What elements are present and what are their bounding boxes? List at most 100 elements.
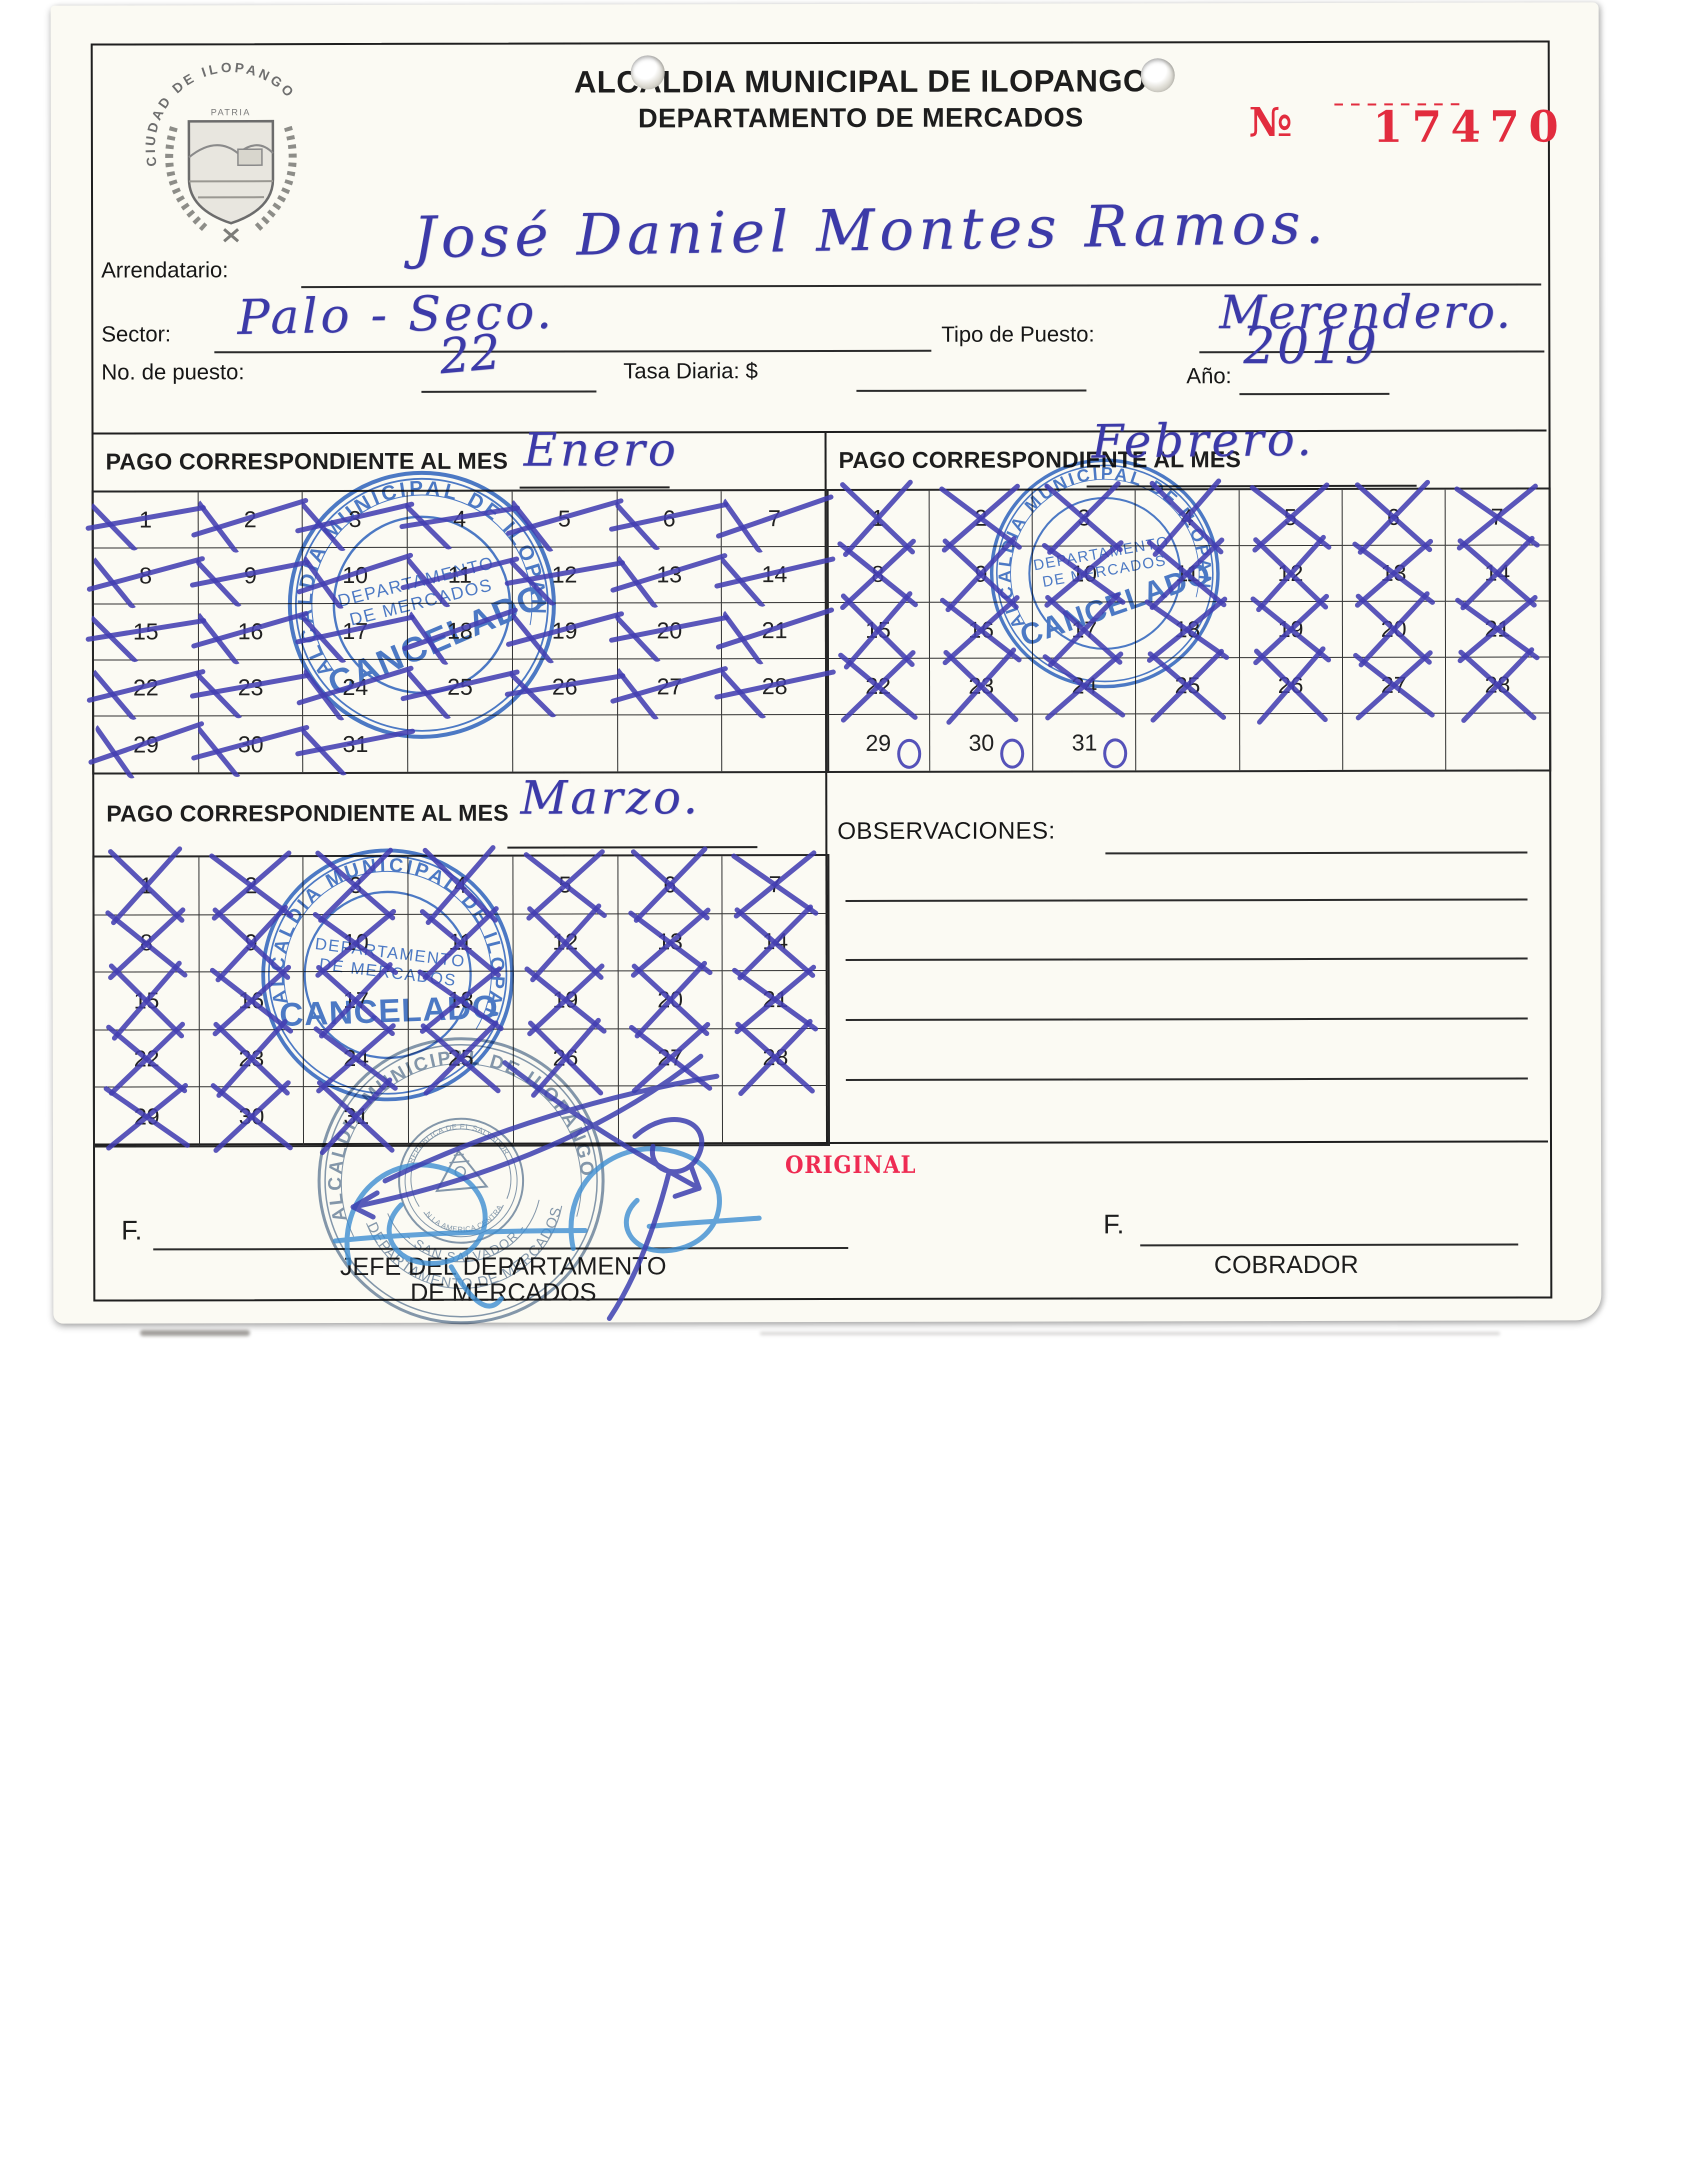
calendar-cell: 7 xyxy=(715,490,834,555)
calendar-cell: 10 xyxy=(296,547,414,611)
left-role-line2: DE MERCADOS xyxy=(410,1278,597,1307)
calendar-cell: 2 xyxy=(191,492,310,555)
calendar-cell: 28 xyxy=(723,1017,828,1097)
calendar-cell: 21 xyxy=(715,602,834,666)
calendar-cell: 31 xyxy=(1033,714,1137,771)
calendar-cell: 22 xyxy=(86,660,206,722)
calendar-grid-enero: 1234567891011121314151617181920212223242… xyxy=(84,488,836,780)
scan-shadow-line xyxy=(760,1332,1500,1335)
calendar-cell: 31 xyxy=(294,715,416,777)
calendar-cell: 8 xyxy=(86,548,206,611)
enero-month-handwritten: Enero xyxy=(523,422,679,477)
pago-label-marzo: PAGO CORRESPONDIENTE AL MES xyxy=(106,799,509,827)
copy-type-label: ORIGINAL xyxy=(785,1149,917,1180)
calendar-cell: 22 xyxy=(94,1020,200,1097)
calendar-cell: 15 xyxy=(85,604,207,665)
day-cross-mark xyxy=(407,611,449,667)
day-zero-mark xyxy=(1000,738,1025,769)
calendar-cell: 3 xyxy=(303,846,409,924)
calendar-cell: 27 xyxy=(618,1020,724,1094)
calendar-cell: 25 xyxy=(399,659,521,721)
calendar-cell: 17 xyxy=(304,961,409,1040)
calendar-cell: 25 xyxy=(1136,648,1240,724)
form-title: ALCALDIA MUNICIPAL DE ILOPANGO xyxy=(573,63,1148,100)
calendar-cell: 27 xyxy=(610,659,729,722)
calendar-cell: 3 xyxy=(294,491,416,554)
calendar-cell: 28 xyxy=(1445,646,1550,724)
form-card: CIUDAD DE ILOPANGO PATRIA ALCALDIA MUNIC… xyxy=(50,2,1602,1325)
marzo-month-handwritten: Marzo. xyxy=(520,770,701,825)
calendar-cell xyxy=(1342,713,1447,770)
calendar-cell: 31 xyxy=(304,1076,410,1156)
signature-prefix-right: F. xyxy=(1103,1209,1125,1240)
day-cross-mark xyxy=(93,724,135,780)
calendar-cell: 4 xyxy=(398,491,521,552)
day-cross-mark xyxy=(196,500,240,555)
calendar-cell: 28 xyxy=(713,658,836,721)
hole-punch-left xyxy=(630,55,665,90)
calendar-cell: 29 xyxy=(827,714,931,771)
calendar-cell: 6 xyxy=(617,845,723,924)
calendar-cell: 29 xyxy=(87,716,205,780)
day-cross-mark xyxy=(302,668,345,723)
calendar-cell xyxy=(618,1086,724,1145)
municipal-crest-logo: CIUDAD DE ILOPANGO PATRIA xyxy=(143,60,299,243)
day-cross-mark xyxy=(302,556,344,611)
anio-line xyxy=(1239,392,1390,396)
sector-label: Sector: xyxy=(101,321,172,347)
calendar-cell: 26 xyxy=(513,1016,619,1099)
sector-value-handwritten: Palo - Seco. xyxy=(236,283,556,346)
no-puesto-label: No. de puesto: xyxy=(101,359,245,385)
day-cross-mark xyxy=(615,555,659,610)
calendar-cell: 14 xyxy=(1445,535,1549,612)
calendar-cell xyxy=(408,715,514,772)
calendar-cell: 3 xyxy=(1032,480,1137,556)
calendar-cell: 17 xyxy=(294,603,416,665)
tasa-diaria-label: Tasa Diaria: $ xyxy=(623,358,758,384)
observaciones-label: OBSERVACIONES: xyxy=(837,817,1056,845)
day-zero-mark xyxy=(897,738,922,769)
calendar-cell: 11 xyxy=(399,547,520,610)
receipt-number-symbol: № xyxy=(1248,99,1293,147)
signature-prefix-left: F. xyxy=(121,1215,143,1246)
anio-value-handwritten: 2019 xyxy=(1243,316,1379,376)
day-cross-mark xyxy=(721,498,763,555)
calendar-cell: 13 xyxy=(610,547,729,610)
calendar-cell: 16 xyxy=(191,604,310,667)
calendar-cell: 30 xyxy=(191,716,311,779)
calendar-cell: 26 xyxy=(1239,645,1343,726)
day-cross-mark xyxy=(721,610,764,666)
no-puesto-value-handwritten: 22 xyxy=(436,324,503,386)
calendar-cell: 12 xyxy=(503,547,626,608)
calendar-cell xyxy=(513,1086,619,1145)
calendar-cell: 6 xyxy=(608,491,730,553)
febrero-month-handwritten: Febrero. xyxy=(1091,411,1315,469)
calendar-cell: 18 xyxy=(401,603,519,667)
receipt-number-value: 17470 xyxy=(1372,102,1568,153)
day-number: 30 xyxy=(968,729,995,756)
calendar-cell: 20 xyxy=(608,603,730,664)
calendar-cell xyxy=(722,715,827,771)
calendar-cell: 26 xyxy=(503,659,626,720)
scan-smudge xyxy=(140,1330,250,1336)
right-role: COBRADOR xyxy=(1213,1250,1359,1280)
hole-punch-right xyxy=(1140,58,1175,93)
calendar-cell xyxy=(1239,713,1343,771)
calendar-cell: 14 xyxy=(722,903,828,981)
day-cross-mark xyxy=(105,1082,189,1152)
calendar-cell xyxy=(617,715,723,772)
crest-motto: PATRIA xyxy=(211,107,251,117)
no-puesto-line xyxy=(421,390,597,393)
pago-label-enero: PAGO CORRESPONDIENTE AL MES xyxy=(105,447,509,475)
calendar-cell: 23 xyxy=(930,646,1034,726)
calendar-cell xyxy=(512,715,618,772)
arrendatario-label: Arrendatario: xyxy=(101,257,229,283)
anio-label: Año: xyxy=(1186,363,1232,389)
calendar-grid-febrero: 1234567891011121314151617181920212223242… xyxy=(824,477,1552,774)
calendar-cell: 23 xyxy=(189,660,312,721)
calendar-cell: 14 xyxy=(713,546,836,609)
calendar-grid-marzo: 1234567891011121314151617181920212223242… xyxy=(92,844,831,1156)
calendar-cell: 5 xyxy=(504,491,624,554)
calendar-cell: 9 xyxy=(189,548,311,609)
